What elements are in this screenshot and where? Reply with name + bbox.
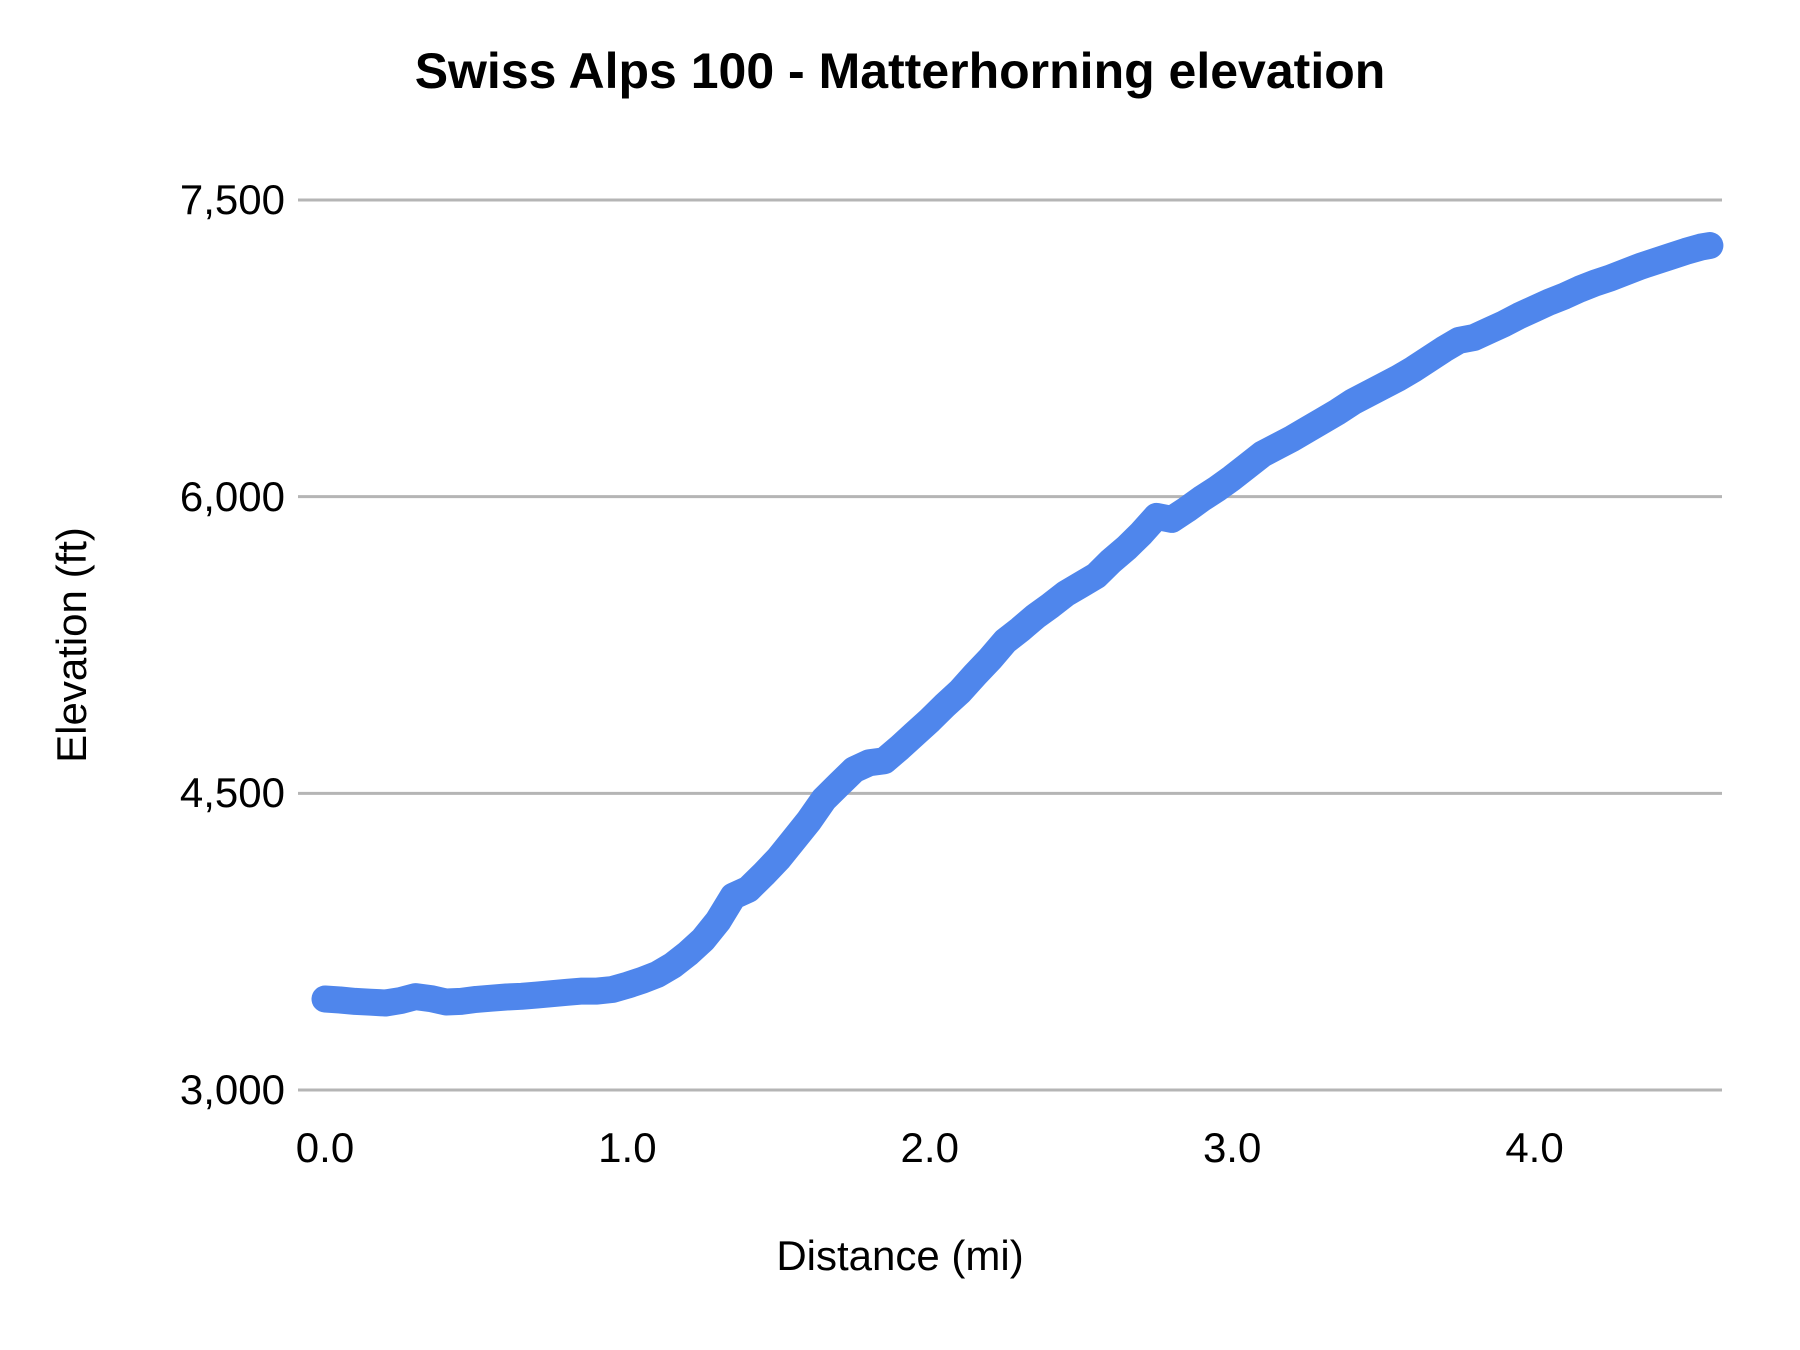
y-tick-label: 4,500	[179, 769, 285, 817]
x-tick-label: 4.0	[1505, 1124, 1564, 1171]
chart-title: Swiss Alps 100 - Matterhorning elevation	[414, 43, 1386, 99]
x-axis-tick-labels: 0.0 1.0 2.0 3.0 4.0	[0, 1124, 1800, 1184]
y-tick-label: 6,000	[179, 472, 285, 520]
y-tick-label: 3,000	[179, 1066, 285, 1113]
x-tick-label: 1.0	[598, 1124, 657, 1171]
x-tick-label: 2.0	[900, 1124, 959, 1171]
y-tick-label: 7,500	[179, 176, 285, 223]
x-tick-label: 3.0	[1202, 1124, 1262, 1171]
x-axis-title: Distance (mi)	[776, 1232, 1024, 1279]
y-axis-tick-labels: 3,000 4,500 6,000 7,500	[0, 0, 285, 1350]
x-tick-label: 0.0	[295, 1124, 355, 1171]
elevation-line	[311, 232, 1724, 1017]
